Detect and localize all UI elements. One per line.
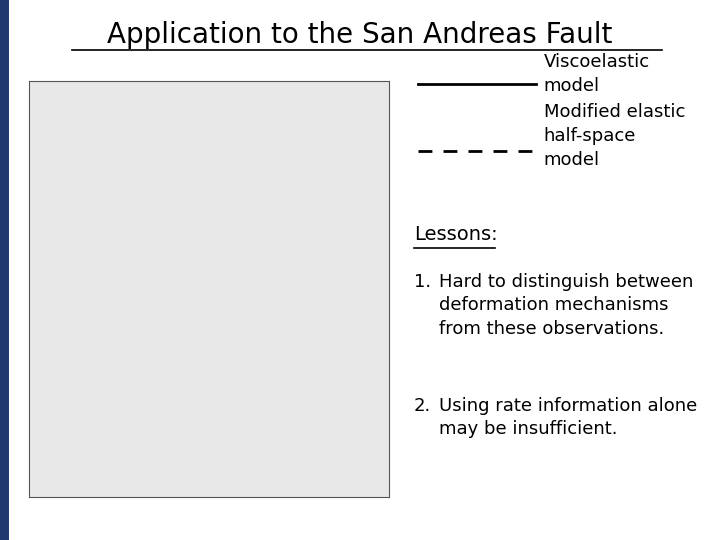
Text: 2.: 2. xyxy=(414,397,431,415)
Text: Lessons:: Lessons: xyxy=(414,225,498,245)
Text: 1.: 1. xyxy=(414,273,431,291)
Text: Viscoelastic
model: Viscoelastic model xyxy=(544,53,649,95)
Text: Using rate information alone
may be insufficient.: Using rate information alone may be insu… xyxy=(439,397,698,438)
Text: Hard to distinguish between
deformation mechanisms
from these observations.: Hard to distinguish between deformation … xyxy=(439,273,693,338)
Text: Modified elastic
half-space
model: Modified elastic half-space model xyxy=(544,104,685,168)
Text: Application to the San Andreas Fault: Application to the San Andreas Fault xyxy=(107,21,613,49)
